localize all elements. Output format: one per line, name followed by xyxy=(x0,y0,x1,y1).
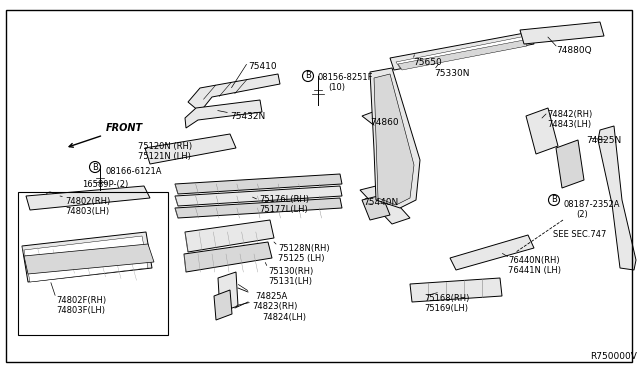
Text: 74842(RH): 74842(RH) xyxy=(547,110,592,119)
Text: 74860: 74860 xyxy=(370,118,399,127)
Polygon shape xyxy=(184,242,272,272)
Text: 75168(RH): 75168(RH) xyxy=(424,294,469,303)
Circle shape xyxy=(540,130,544,134)
Polygon shape xyxy=(188,74,280,112)
Text: 74803(LH): 74803(LH) xyxy=(65,207,109,216)
Polygon shape xyxy=(360,185,410,224)
Text: (10): (10) xyxy=(328,83,345,92)
Text: 08156-8251F: 08156-8251F xyxy=(318,73,374,82)
Polygon shape xyxy=(598,126,636,270)
Polygon shape xyxy=(24,244,154,274)
Text: 74843(LH): 74843(LH) xyxy=(547,120,591,129)
Text: 74823(RH): 74823(RH) xyxy=(252,302,298,311)
Polygon shape xyxy=(185,220,274,252)
Polygon shape xyxy=(145,134,236,164)
Text: 16589P-(2): 16589P-(2) xyxy=(82,180,128,189)
Text: B: B xyxy=(305,71,311,80)
Text: 75125 (LH): 75125 (LH) xyxy=(278,254,324,263)
Text: 74803F(LH): 74803F(LH) xyxy=(56,306,105,315)
Text: 74825A: 74825A xyxy=(255,292,287,301)
Polygon shape xyxy=(218,272,238,312)
Polygon shape xyxy=(370,68,420,208)
Text: B: B xyxy=(551,196,557,205)
Text: B: B xyxy=(92,163,98,171)
Polygon shape xyxy=(362,110,398,130)
Polygon shape xyxy=(185,100,262,128)
Text: 75650: 75650 xyxy=(413,58,442,67)
Text: 75410: 75410 xyxy=(248,62,276,71)
Text: 75432N: 75432N xyxy=(230,112,265,121)
Bar xyxy=(18,192,168,335)
Text: (2): (2) xyxy=(576,210,588,219)
Polygon shape xyxy=(214,290,232,320)
Polygon shape xyxy=(410,278,502,302)
Text: 76440N(RH): 76440N(RH) xyxy=(508,256,559,265)
Polygon shape xyxy=(520,22,604,44)
Text: 74824(LH): 74824(LH) xyxy=(262,313,306,322)
Text: 75176L(RH): 75176L(RH) xyxy=(259,195,309,204)
Text: 75177L(LH): 75177L(LH) xyxy=(259,205,308,214)
Polygon shape xyxy=(175,174,342,194)
Polygon shape xyxy=(390,32,534,70)
Text: 75330N: 75330N xyxy=(434,69,470,78)
Text: 75440N: 75440N xyxy=(363,198,398,207)
Polygon shape xyxy=(175,198,342,218)
Text: 74802(RH): 74802(RH) xyxy=(65,197,110,206)
Text: 75130(RH): 75130(RH) xyxy=(268,267,313,276)
Polygon shape xyxy=(556,140,584,188)
Polygon shape xyxy=(24,236,148,282)
Text: 76441N (LH): 76441N (LH) xyxy=(508,266,561,275)
Polygon shape xyxy=(175,186,342,206)
Text: 75169(LH): 75169(LH) xyxy=(424,304,468,313)
Polygon shape xyxy=(374,74,414,205)
Text: SEE SEC.747: SEE SEC.747 xyxy=(553,230,606,239)
Text: R750000V: R750000V xyxy=(590,352,637,361)
Text: 08187-2352A: 08187-2352A xyxy=(564,200,621,209)
Polygon shape xyxy=(450,235,534,270)
Text: 74825N: 74825N xyxy=(586,136,621,145)
Polygon shape xyxy=(396,36,530,68)
Polygon shape xyxy=(398,40,527,70)
Polygon shape xyxy=(362,195,390,220)
Text: FRONT: FRONT xyxy=(69,123,143,147)
Polygon shape xyxy=(526,108,558,154)
Text: 74880Q: 74880Q xyxy=(556,46,591,55)
Text: 74802F(RH): 74802F(RH) xyxy=(56,296,106,305)
Text: 75128N(RH): 75128N(RH) xyxy=(278,244,330,253)
Text: 75120N (RH): 75120N (RH) xyxy=(138,142,192,151)
Text: 75121N (LH): 75121N (LH) xyxy=(138,152,191,161)
Polygon shape xyxy=(22,232,152,282)
Text: 75131(LH): 75131(LH) xyxy=(268,277,312,286)
Text: 08166-6121A: 08166-6121A xyxy=(105,167,161,176)
Polygon shape xyxy=(26,186,150,210)
